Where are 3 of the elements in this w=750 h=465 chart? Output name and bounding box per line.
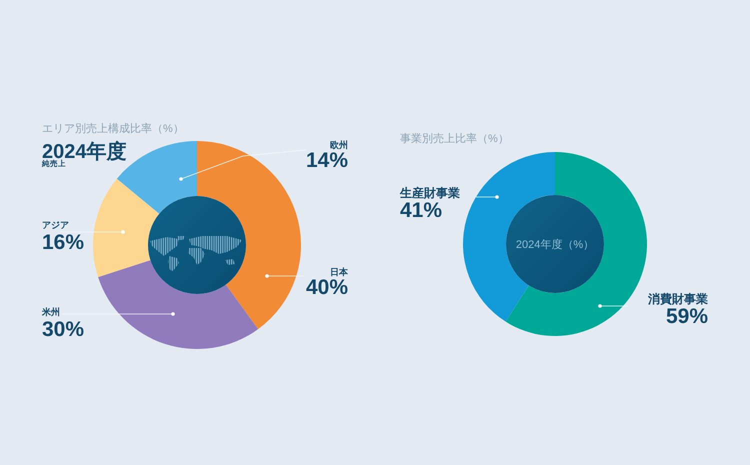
title: エリア別売上構成比率（%） [42,123,184,135]
title: 事業別売上比率（%） [400,133,509,145]
subtitle: 2024年度（%） [516,239,594,251]
